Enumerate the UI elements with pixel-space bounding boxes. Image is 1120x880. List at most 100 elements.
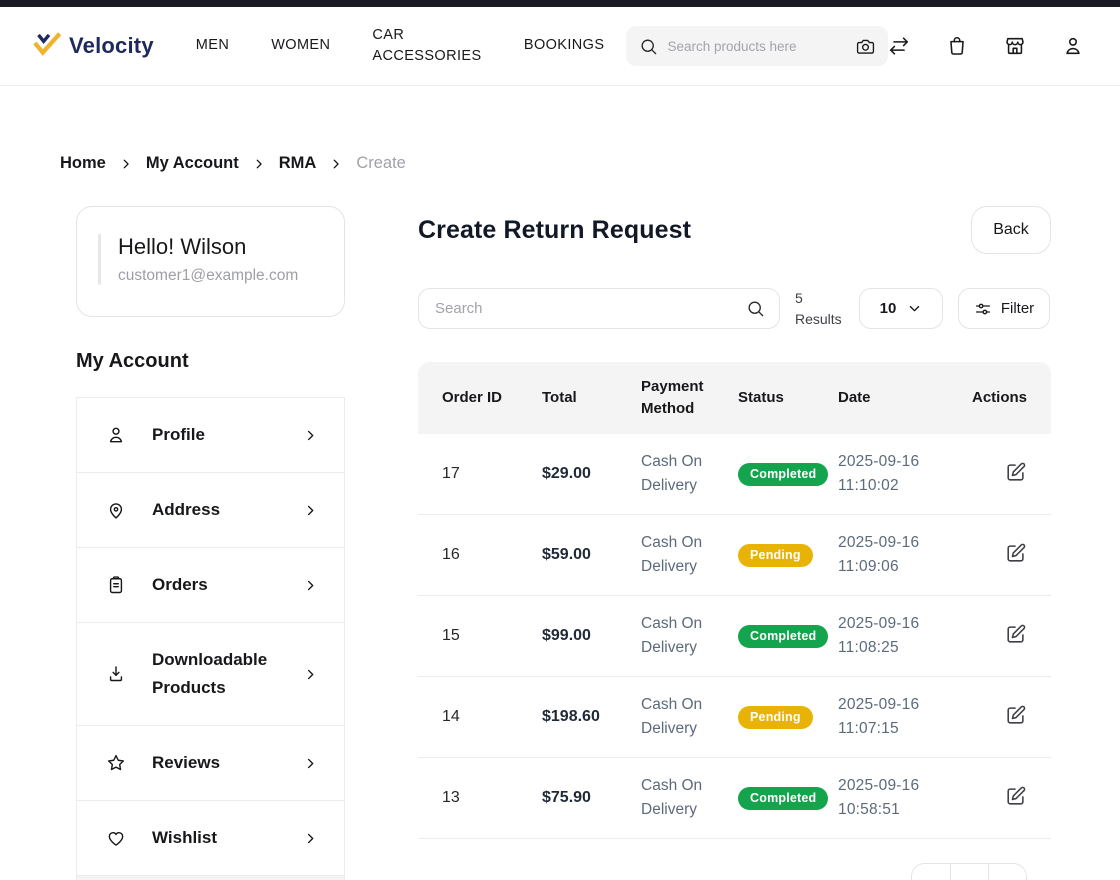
heart-icon [108,832,124,847]
avatar-placeholder [98,234,101,285]
order-date: 2025-09-16 11:10:02 [838,452,920,494]
order-id: 16 [442,546,460,563]
order-id: 15 [442,627,460,644]
sidebar-item-downloadable-products[interactable]: Downloadable Products [77,623,344,727]
clipboard-icon [109,576,123,594]
sidebar-item-reviews[interactable]: Reviews [77,726,344,802]
table-search-button[interactable] [746,299,765,318]
order-id: 14 [442,708,460,725]
sidebar-item-address[interactable]: Address [77,473,344,549]
sidebar-item-orders[interactable]: Orders [77,548,344,624]
payment-method: Cash On Delivery [641,533,703,575]
account-sidebar: Hello! Wilson customer1@example.com My A… [76,206,345,880]
cart-button[interactable] [946,35,968,57]
breadcrumb-rma[interactable]: RMA [278,154,317,172]
nav-item-men[interactable]: MEN [195,37,230,54]
order-date: 2025-09-16 11:09:06 [838,533,920,575]
order-total: $99.00 [542,627,591,644]
pager-group [911,863,1027,880]
table-controls: 5 Results 10 Filter [418,288,1051,329]
create-request-button[interactable] [1005,704,1027,726]
user-card: Hello! Wilson customer1@example.com [76,206,345,317]
sidebar-item-label: Orders [152,575,208,595]
col-actions: Actions [971,388,1027,406]
table-row: 15 $99.00 Cash On Delivery Completed 202… [418,596,1051,677]
search-icon [641,38,657,54]
back-button[interactable]: Back [971,206,1051,254]
breadcrumb: Home My Account RMA Create [60,154,1120,173]
store-button[interactable] [1004,35,1026,57]
store-icon [1006,37,1024,55]
edit-icon [1007,786,1026,805]
nav-item-women[interactable]: WOMEN [271,37,331,54]
sidebar-item-label: Reviews [152,753,221,773]
col-date: Date [838,388,871,406]
table-row: 13 $75.90 Cash On Delivery Completed 202… [418,758,1051,839]
pager-next-button[interactable] [988,864,1026,880]
chevron-right-icon [256,159,262,168]
sidebar-item-rma[interactable]: RMA [77,876,344,880]
pagination [418,863,1051,880]
star-icon [107,755,125,771]
product-search[interactable] [626,26,888,66]
edit-icon [1007,705,1026,724]
page-size-select[interactable]: 10 [859,288,943,329]
payment-method: Cash On Delivery [641,614,703,656]
page-content: Hello! Wilson customer1@example.com My A… [76,206,1120,880]
chevron-right-icon [307,580,314,590]
order-total: $59.00 [542,546,591,563]
col-order-id: Order ID [442,388,503,406]
filter-sliders-icon [975,303,990,314]
compare-button[interactable] [888,35,910,57]
pager-page-button[interactable] [950,864,988,880]
sidebar-item-label: Profile [152,425,205,444]
create-request-button[interactable] [1005,542,1027,564]
image-search-button[interactable] [856,37,875,56]
create-request-button[interactable] [1005,623,1027,645]
breadcrumb-current: Create [356,154,406,172]
breadcrumb-my-account[interactable]: My Account [145,154,239,172]
create-request-button[interactable] [1005,461,1027,483]
order-date: 2025-09-16 11:07:15 [838,695,920,737]
rma-create-main: Create Return Request Back 5 Results 10 [418,206,1051,880]
sidebar-item-label: Downloadable Products [152,650,268,698]
table-search-input[interactable] [435,300,746,317]
chevron-right-icon [123,159,129,168]
pager-prev-button[interactable] [912,864,950,880]
compare-arrows-icon [889,37,909,55]
promo-topbar [0,0,1120,7]
chevron-right-icon [333,159,340,168]
breadcrumb-home[interactable]: Home [60,154,106,172]
nav-item-car-accessories[interactable]: CAR ACCESSORIES [372,26,482,64]
product-search-input[interactable] [667,38,847,54]
order-id: 13 [442,789,460,806]
table-row: 16 $59.00 Cash On Delivery Pending 2025-… [418,515,1051,596]
results-count: 5 Results [795,288,844,329]
account-button[interactable] [1062,35,1084,57]
edit-icon [1007,543,1026,562]
table-header: Order ID Total Payment Method Status Dat… [418,362,1051,434]
sidebar-item-wishlist[interactable]: Wishlist [77,801,344,877]
account-menu: Profile Address Orders Downloadable Prod… [76,397,345,880]
chevron-down-icon [910,305,920,312]
order-total: $198.60 [542,708,600,725]
col-total: Total [542,388,577,406]
user-email: customer1@example.com [118,267,299,284]
payment-method: Cash On Delivery [641,452,703,494]
create-request-button[interactable] [1005,785,1027,807]
table-search[interactable] [418,288,780,329]
filter-label: Filter [1000,300,1035,317]
page-title: Create Return Request [418,216,691,244]
table-row: 14 $198.60 Cash On Delivery Pending 2025… [418,677,1051,758]
sidebar-item-profile[interactable]: Profile [77,398,344,474]
status-badge: Pending [738,705,813,729]
filter-button[interactable]: Filter [958,288,1050,329]
status-badge: Completed [738,462,829,486]
brand-logo[interactable]: Velocity [32,32,154,60]
status-badge: Completed [738,786,829,810]
nav-item-bookings[interactable]: BOOKINGS [523,37,605,54]
order-date: 2025-09-16 11:08:25 [838,614,920,656]
order-total: $29.00 [542,465,591,482]
sidebar-item-label: Wishlist [152,828,218,848]
